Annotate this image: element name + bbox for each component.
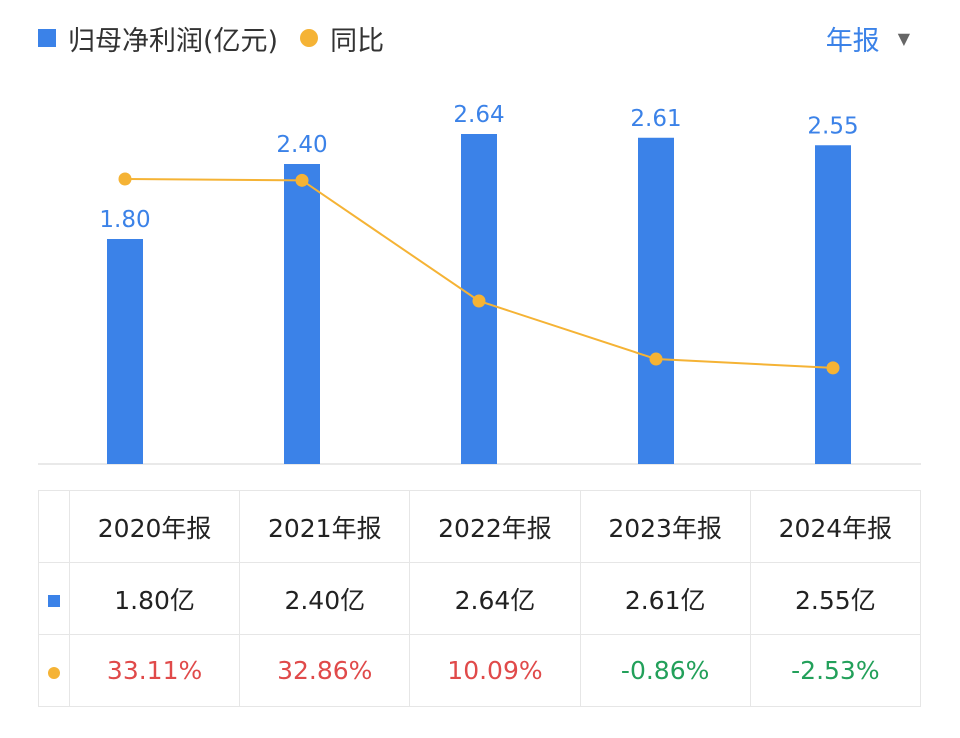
yoy-cell: -2.53% <box>749 634 922 707</box>
yoy-cell: -0.86% <box>579 634 751 707</box>
profit-cell: 1.80亿 <box>68 562 241 635</box>
table-header-row: 2020年报 2021年报 2022年报 2023年报 2024年报 <box>38 490 922 563</box>
bar-value-label: 2.40 <box>276 132 327 158</box>
yoy-row: 33.11% 32.86% 10.09% -0.86% -2.53% <box>38 634 922 707</box>
header-cell: 2020年报 <box>68 490 241 563</box>
yoy-point-2 <box>472 294 486 308</box>
bar-value-label: 1.80 <box>99 207 150 233</box>
yoy-cell: 10.09% <box>409 634 581 707</box>
data-table: 2020年报 2021年报 2022年报 2023年报 2024年报 1.80亿… <box>38 490 922 707</box>
bar-labels: 1.80 2.40 2.64 2.61 2.55 <box>99 102 858 233</box>
bar-value-label: 2.61 <box>630 106 681 132</box>
chart-canvas: 1.80 2.40 2.64 2.61 2.55 <box>38 102 921 465</box>
profit-cell: 2.55亿 <box>749 562 922 635</box>
yoy-point-3 <box>649 352 663 366</box>
chevron-down-icon: ▼ <box>897 28 910 48</box>
line-legend-label: 同比 <box>330 25 385 57</box>
yoy-cell: 32.86% <box>239 634 411 707</box>
period-selector-label: 年报 <box>825 25 880 57</box>
header-cell: 2021年报 <box>239 490 411 563</box>
profit-cell: 2.40亿 <box>239 562 411 635</box>
profit-row-marker <box>48 595 60 607</box>
yoy-point-1 <box>295 173 309 187</box>
yoy-row-marker <box>48 667 60 679</box>
profit-cell: 2.64亿 <box>409 562 581 635</box>
bar-series <box>107 134 851 464</box>
bar-value-label: 2.55 <box>807 113 858 139</box>
profit-row: 1.80亿 2.40亿 2.64亿 2.61亿 2.55亿 <box>38 562 922 635</box>
bar-legend-label: 归母净利润(亿元) <box>68 25 279 57</box>
period-selector[interactable]: 年报 ▼ <box>826 18 910 58</box>
bar-value-label: 2.64 <box>453 102 504 128</box>
header-cell: 2022年报 <box>409 490 581 563</box>
bar-legend-marker <box>38 29 56 47</box>
chart-legend: 归母净利润(亿元) 同比 <box>38 18 384 58</box>
bar-4 <box>815 145 851 464</box>
line-legend-marker <box>300 29 319 47</box>
yoy-cell: 33.11% <box>68 634 241 707</box>
yoy-point-0 <box>118 172 132 186</box>
profit-cell: 2.61亿 <box>579 562 751 635</box>
bar-1 <box>284 164 320 464</box>
bar-3 <box>638 137 674 464</box>
yoy-points <box>118 172 840 375</box>
yoy-point-4 <box>826 361 840 375</box>
bar-0 <box>107 239 143 464</box>
header-cell: 2023年报 <box>579 490 751 563</box>
header-cell: 2024年报 <box>749 490 922 563</box>
